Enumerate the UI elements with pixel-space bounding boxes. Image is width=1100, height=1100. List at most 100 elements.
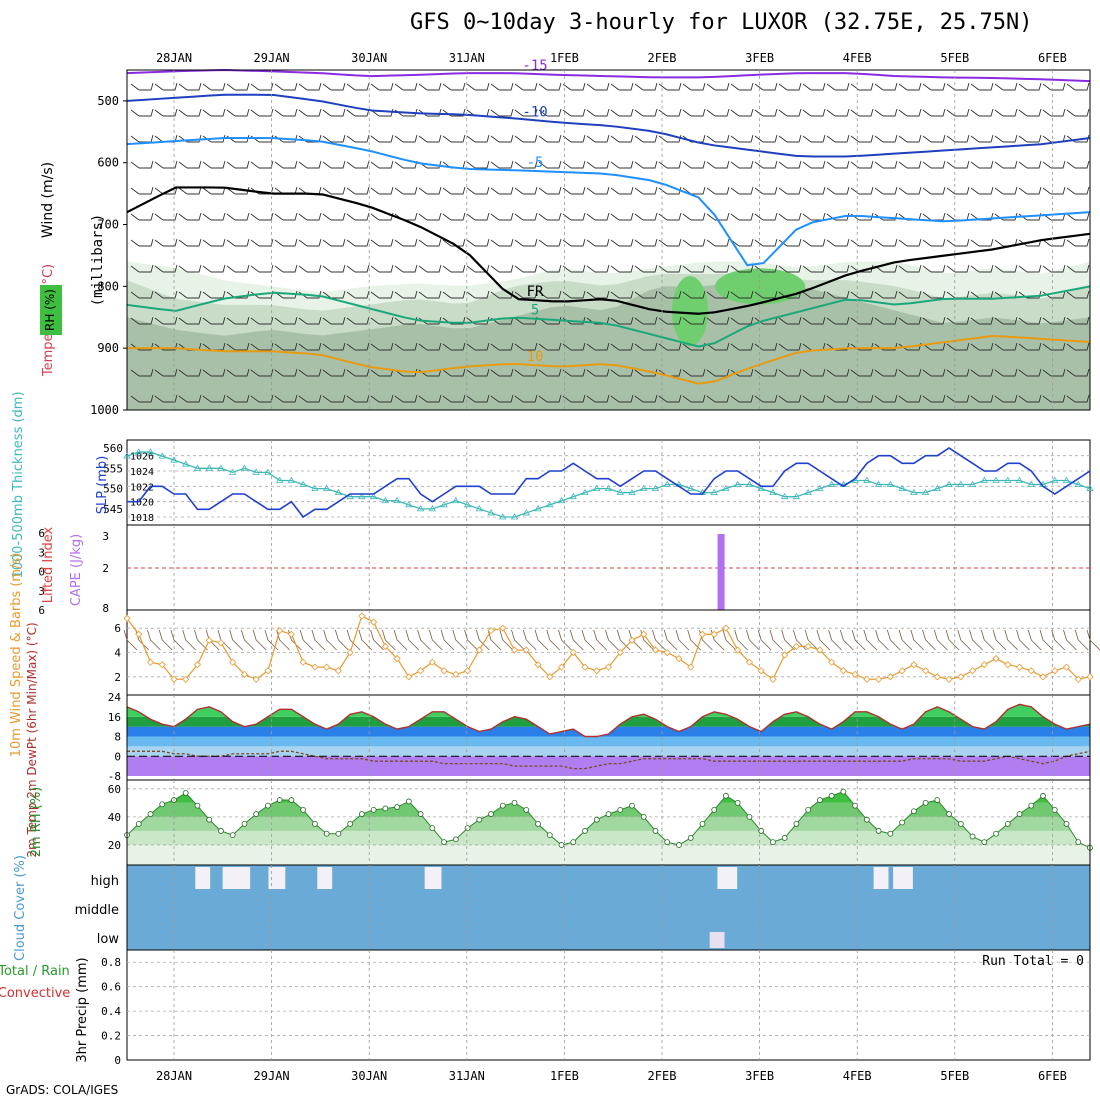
wind-barb xyxy=(1066,394,1090,403)
wind-barb xyxy=(898,134,922,143)
wind10m-barb xyxy=(980,629,995,651)
wind-barb xyxy=(370,316,394,325)
wind-barb xyxy=(946,82,970,91)
wind10m-point xyxy=(475,646,483,654)
thickness-point xyxy=(217,464,225,471)
wind-barb xyxy=(682,394,706,403)
rh-point xyxy=(405,798,412,805)
wind10m-barb xyxy=(217,629,232,651)
wind-barb xyxy=(874,290,898,299)
thickness-point xyxy=(886,480,895,487)
rh-point xyxy=(1051,806,1058,813)
wind10m-point xyxy=(886,673,894,681)
wind10m-point xyxy=(687,663,695,671)
wind-barb xyxy=(1066,212,1090,221)
wind-barb xyxy=(922,394,946,403)
cloud-low-label: low xyxy=(97,932,120,947)
wind10m-point xyxy=(299,658,307,666)
wind-barb xyxy=(874,134,898,143)
rh-point xyxy=(664,839,671,846)
precip-total-label: Total / Rain xyxy=(0,964,70,979)
cloud-high-block xyxy=(893,867,913,889)
wind10m-barb xyxy=(922,629,936,651)
wind-barb xyxy=(970,368,994,377)
wind10m-barb xyxy=(158,629,173,651)
wind10m-point xyxy=(804,642,812,650)
wind-barb xyxy=(562,212,586,221)
thickness-point xyxy=(381,496,390,504)
wind-barb xyxy=(178,82,202,91)
thickness-point xyxy=(816,484,824,491)
wind10m-point xyxy=(1004,661,1012,669)
thickness-point xyxy=(722,484,730,491)
wind-barb xyxy=(754,264,778,273)
wind-barb xyxy=(826,290,850,299)
wind-barb xyxy=(226,368,250,377)
wind-barb xyxy=(250,160,274,169)
wind-barb xyxy=(778,212,802,221)
cloud-high-block xyxy=(268,867,286,889)
rh-point xyxy=(593,816,600,823)
wind-barb xyxy=(994,186,1018,195)
thickness-point xyxy=(827,480,836,487)
wind-barb xyxy=(514,186,538,195)
li-axis-label: Lifted Index xyxy=(41,526,56,603)
wind-barb xyxy=(130,134,154,143)
top-date-label: 30JAN xyxy=(351,51,387,65)
wind-barb xyxy=(370,82,394,91)
rh-point xyxy=(840,788,847,795)
wind-barb xyxy=(274,82,298,91)
wind-barb xyxy=(274,368,298,377)
wind-barb xyxy=(946,160,970,169)
wind10m-point xyxy=(229,658,237,666)
wind10m-barb xyxy=(147,629,161,651)
wind10m-barb xyxy=(616,629,631,651)
wind-barb xyxy=(298,160,322,169)
wind-barb xyxy=(994,368,1018,377)
wind-barb xyxy=(634,160,658,169)
thickness-point xyxy=(1086,484,1094,491)
wind-barb xyxy=(874,108,898,117)
cloud-background xyxy=(127,865,1090,950)
wind-barb xyxy=(154,108,178,117)
wind-barb xyxy=(1066,290,1090,299)
wind-barb xyxy=(346,108,370,117)
wind-barb xyxy=(490,212,514,221)
bottom-date-label: 28JAN xyxy=(156,1069,192,1083)
wind-barb xyxy=(778,316,802,325)
wind-barb xyxy=(538,368,562,377)
wind10m-barb xyxy=(229,629,243,651)
wind10m-point xyxy=(663,648,671,657)
wind-barb xyxy=(922,82,946,91)
wind-barb xyxy=(562,238,586,247)
wind-barb xyxy=(538,82,562,91)
rh-point xyxy=(335,830,342,837)
wind-barb xyxy=(682,160,706,169)
rh-point xyxy=(723,792,729,799)
thickness-point xyxy=(358,492,366,500)
wind10m-barb xyxy=(299,629,314,651)
wind-barb xyxy=(850,316,874,325)
wind-barb xyxy=(634,342,658,351)
wind-barb xyxy=(634,290,658,299)
wind-barb xyxy=(994,108,1018,117)
wind-barb xyxy=(802,238,826,247)
wind-barb xyxy=(1018,186,1042,195)
thickness-point xyxy=(628,488,636,496)
wind-barb xyxy=(1042,160,1066,169)
rh-point xyxy=(382,805,389,812)
wind-barb xyxy=(346,238,370,247)
wind-barb xyxy=(898,160,922,169)
wind-barb xyxy=(298,368,322,377)
wind-barb xyxy=(634,212,658,221)
wind-barb xyxy=(418,186,442,195)
wind-barb xyxy=(898,238,922,247)
cloud-high-block xyxy=(195,867,211,889)
wind-barb xyxy=(154,394,178,403)
rh-point xyxy=(1063,821,1070,827)
rh-point xyxy=(828,792,835,799)
wind-barb xyxy=(682,82,706,91)
bottom-date-label: 31JAN xyxy=(449,1069,485,1083)
wind10m-barb xyxy=(605,629,619,651)
wind-barb xyxy=(250,394,274,403)
